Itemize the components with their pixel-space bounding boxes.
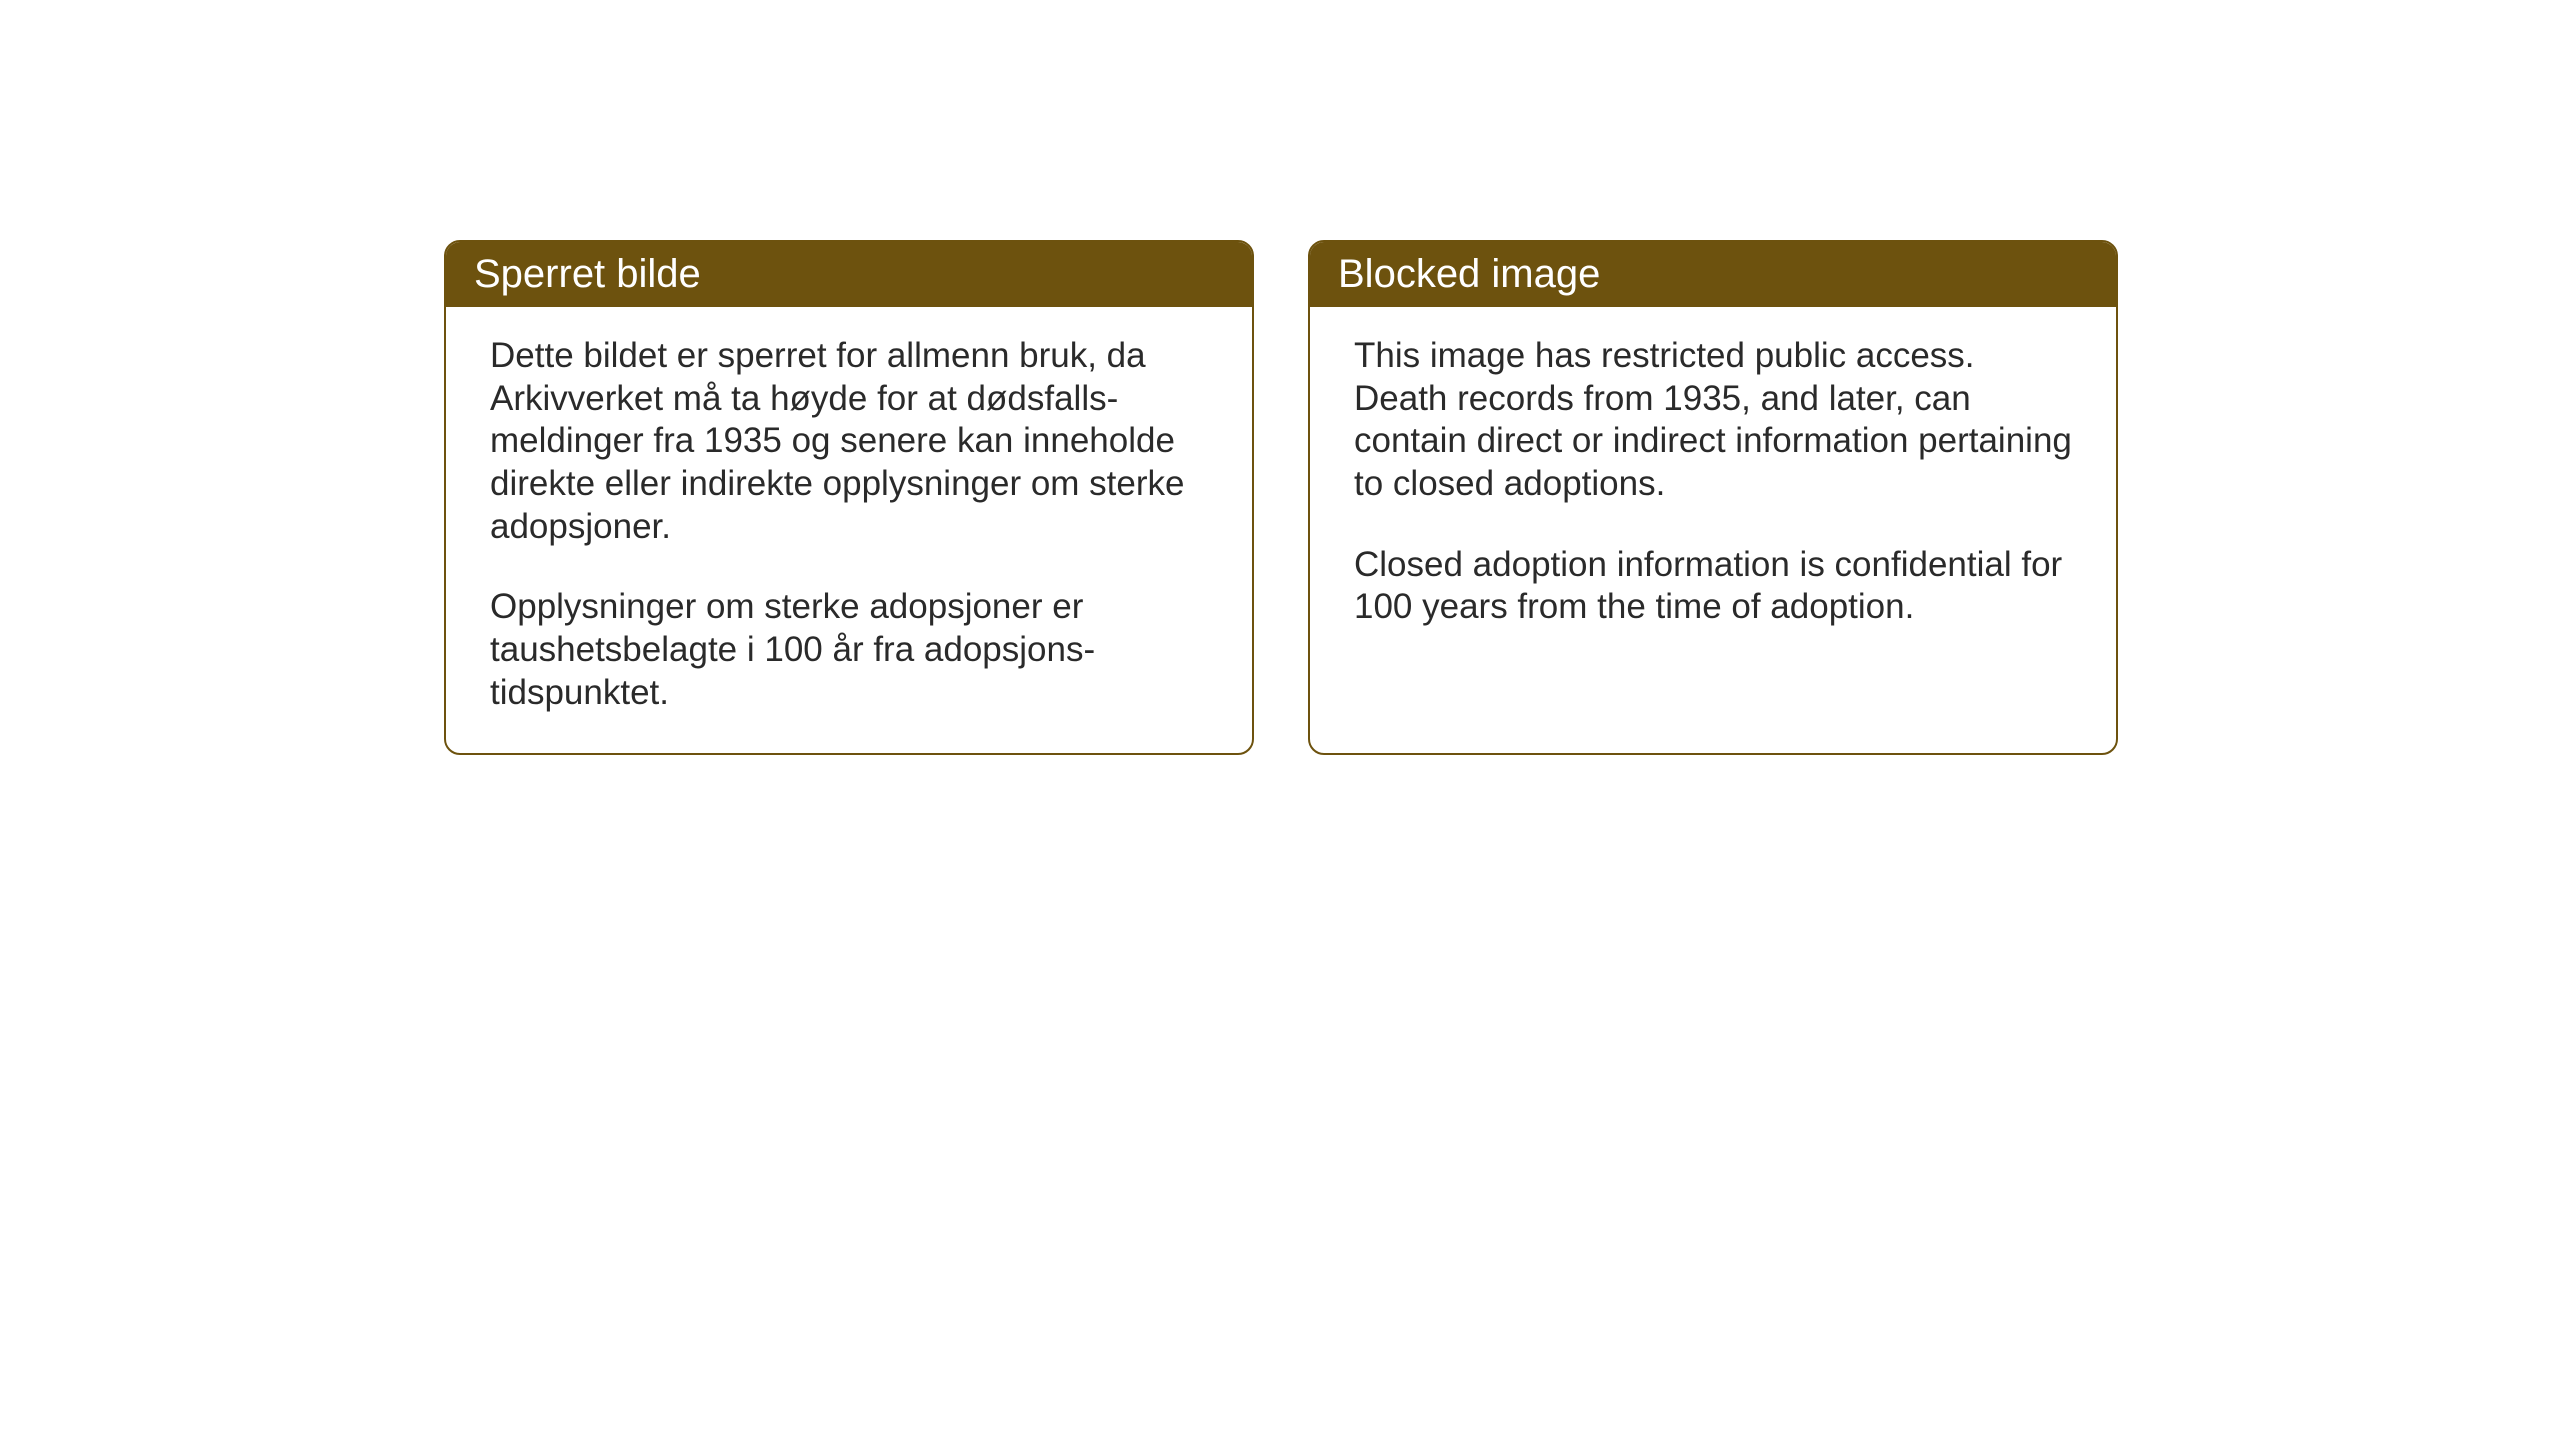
- cards-container: Sperret bilde Dette bildet er sperret fo…: [444, 240, 2118, 755]
- english-card: Blocked image This image has restricted …: [1308, 240, 2118, 755]
- norwegian-card: Sperret bilde Dette bildet er sperret fo…: [444, 240, 1254, 755]
- english-card-title: Blocked image: [1310, 242, 2116, 307]
- norwegian-card-body: Dette bildet er sperret for allmenn bruk…: [446, 307, 1252, 753]
- english-paragraph-2: Closed adoption information is confident…: [1354, 544, 2072, 629]
- norwegian-paragraph-2: Opplysninger om sterke adopsjoner er tau…: [490, 586, 1208, 714]
- english-card-body: This image has restricted public access.…: [1310, 307, 2116, 667]
- norwegian-paragraph-1: Dette bildet er sperret for allmenn bruk…: [490, 335, 1208, 548]
- english-paragraph-1: This image has restricted public access.…: [1354, 335, 2072, 506]
- norwegian-card-title: Sperret bilde: [446, 242, 1252, 307]
